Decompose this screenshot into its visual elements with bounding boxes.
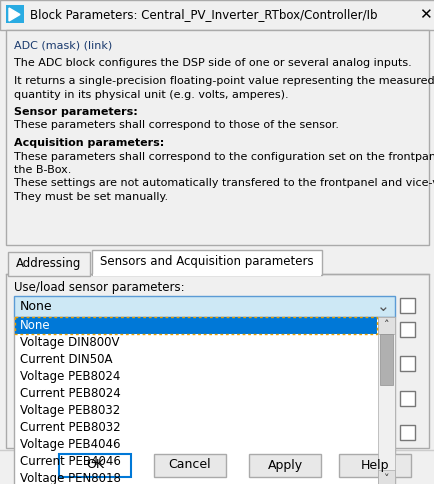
Text: Sensors and Acquisition parameters: Sensors and Acquisition parameters (100, 256, 313, 269)
Bar (248, 454, 320, 477)
Text: Acquisition parameters:: Acquisition parameters: (14, 138, 164, 148)
Bar (377, 470, 394, 484)
Text: ˄: ˄ (383, 320, 388, 331)
Bar (59, 454, 131, 477)
Bar (8, 252, 90, 276)
Bar (377, 317, 394, 484)
Text: Addressing: Addressing (16, 257, 82, 271)
Text: Voltage DIN800V: Voltage DIN800V (20, 336, 119, 349)
Bar (379, 334, 392, 385)
Text: Voltage PEB8032: Voltage PEB8032 (20, 404, 120, 417)
Text: Current DIN50A: Current DIN50A (20, 353, 112, 366)
Text: These parameters shall correspond to the configuration set on the frontpanel of: These parameters shall correspond to the… (14, 151, 434, 162)
Text: Voltage PEB4046: Voltage PEB4046 (20, 438, 120, 451)
Text: Voltage PEN8018: Voltage PEN8018 (20, 472, 121, 484)
Bar (377, 317, 394, 334)
Bar (338, 454, 410, 477)
Bar (14, 296, 394, 317)
Bar (0, 0, 434, 30)
Text: These parameters shall correspond to those of the sensor.: These parameters shall correspond to tho… (14, 121, 338, 131)
Text: Cancel: Cancel (168, 458, 211, 471)
Bar (399, 322, 414, 337)
Text: Current PEB8024: Current PEB8024 (20, 387, 121, 400)
Bar (399, 356, 414, 371)
Polygon shape (9, 8, 20, 21)
Text: ✕: ✕ (418, 7, 431, 22)
Text: ˅: ˅ (383, 473, 388, 484)
Bar (399, 391, 414, 406)
Bar (399, 425, 414, 440)
Text: Apply: Apply (267, 458, 302, 471)
Text: quantity in its physical unit (e.g. volts, amperes).: quantity in its physical unit (e.g. volt… (14, 90, 288, 100)
Text: None: None (20, 319, 50, 332)
Text: the B-Box.: the B-Box. (14, 165, 71, 175)
Text: OK: OK (86, 458, 104, 471)
Text: ⌄: ⌄ (376, 299, 388, 314)
Bar (6, 5, 24, 23)
Bar (154, 454, 226, 477)
Bar (15, 317, 376, 334)
Bar (93, 274, 320, 276)
Bar (14, 317, 394, 484)
Bar (92, 250, 321, 275)
Bar (6, 250, 428, 275)
Text: Current PEB8032: Current PEB8032 (20, 421, 120, 434)
Text: Current PEB4046: Current PEB4046 (20, 455, 121, 468)
Bar (6, 274, 428, 448)
Text: Help: Help (360, 458, 388, 471)
Text: Sensor parameters:: Sensor parameters: (14, 107, 138, 117)
Text: The ADC block configures the DSP side of one or several analog inputs.: The ADC block configures the DSP side of… (14, 59, 411, 69)
Bar (6, 30, 428, 245)
Text: It returns a single-precision floating-point value representing the measured: It returns a single-precision floating-p… (14, 76, 434, 86)
Text: Use/load sensor parameters:: Use/load sensor parameters: (14, 282, 184, 294)
Text: None: None (20, 300, 53, 313)
Bar (399, 298, 414, 313)
Bar (15, 317, 376, 334)
Text: ADC (mask) (link): ADC (mask) (link) (14, 41, 112, 51)
Text: Voltage PEB8024: Voltage PEB8024 (20, 370, 120, 383)
Text: They must be set manually.: They must be set manually. (14, 192, 168, 202)
Text: These settings are not automatically transfered to the frontpanel and vice-versa: These settings are not automatically tra… (14, 179, 434, 188)
Text: Block Parameters: Central_PV_Inverter_RTbox/Controller/Ib: Block Parameters: Central_PV_Inverter_RT… (30, 9, 377, 21)
